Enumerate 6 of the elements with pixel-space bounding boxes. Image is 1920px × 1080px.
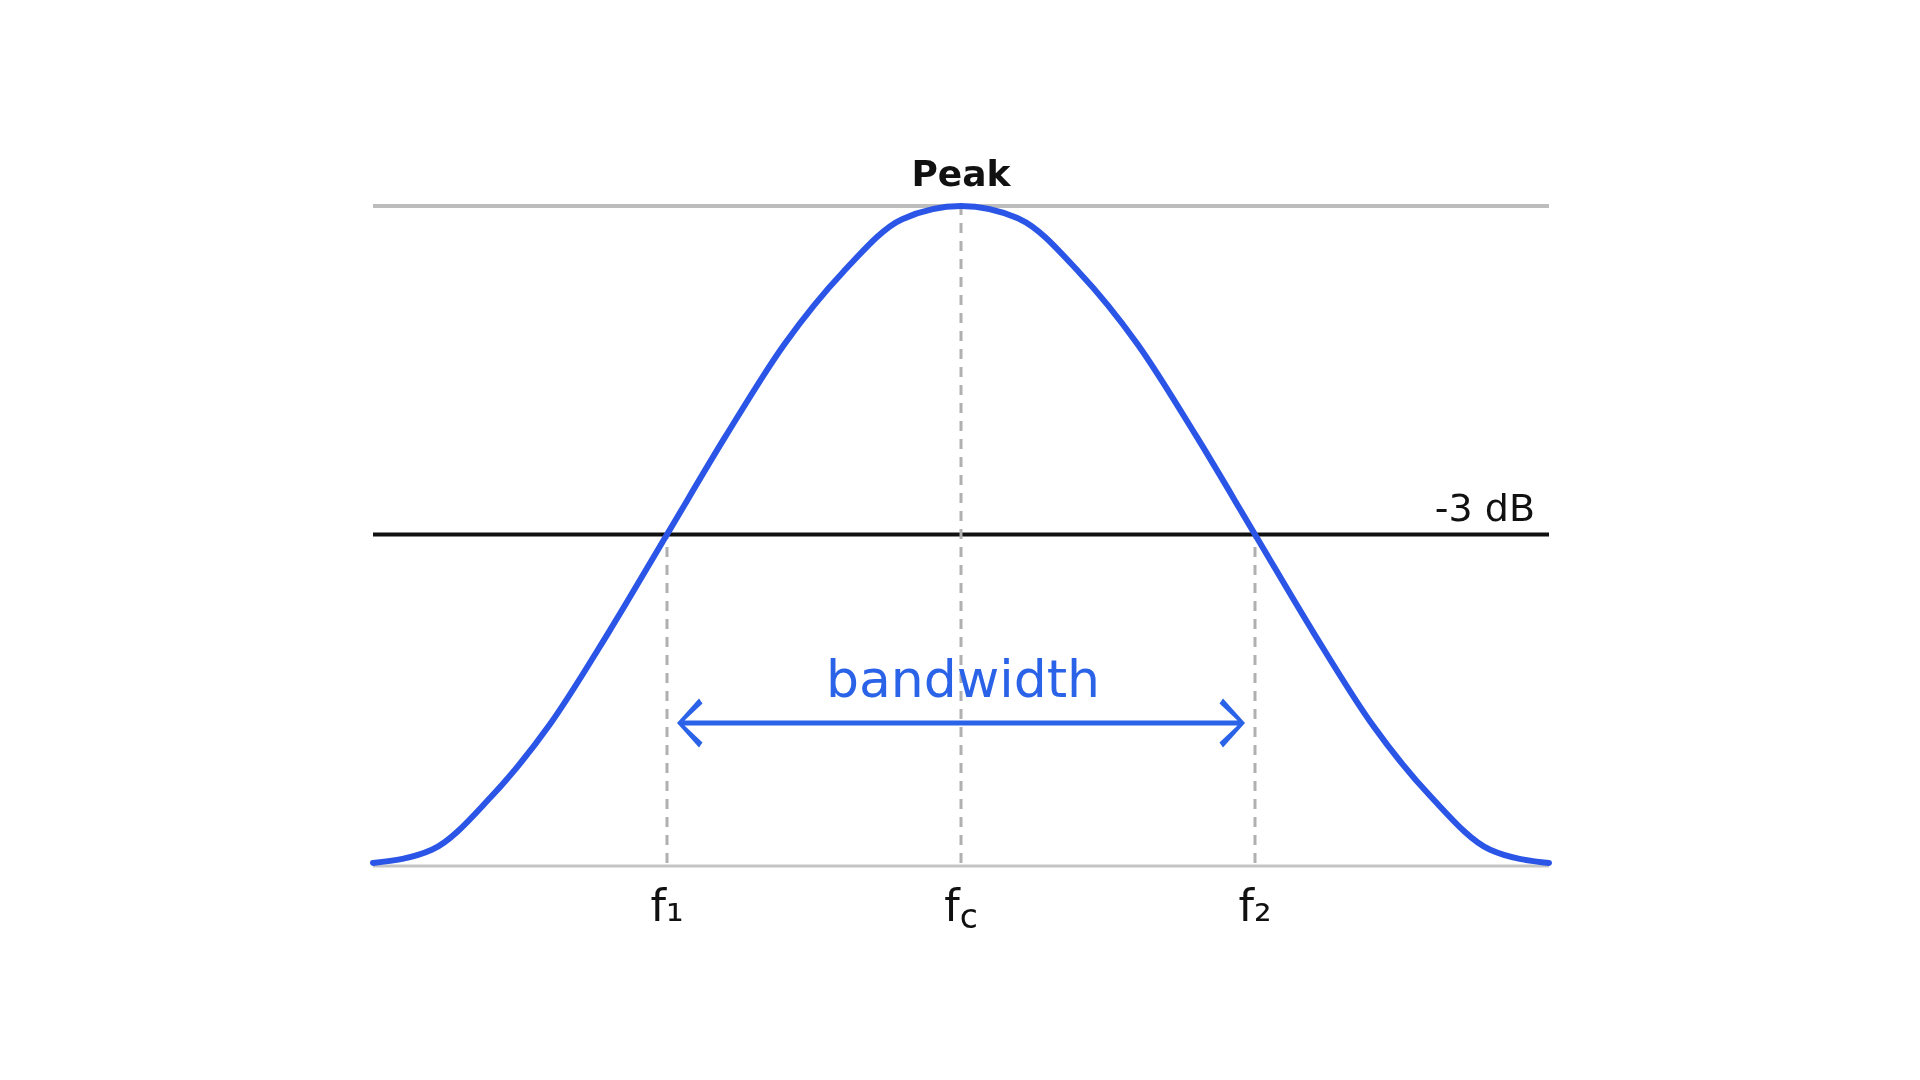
ref-line-label: Peak [911, 153, 1012, 194]
annotation: bandwidth [825, 649, 1101, 709]
x-tick-label: f₂ [1238, 880, 1272, 931]
ref-line-label: -3 dB [1434, 485, 1535, 530]
x-tick-label: f$_{c}$ [944, 880, 978, 936]
x-tick-label: f₁ [650, 880, 684, 931]
